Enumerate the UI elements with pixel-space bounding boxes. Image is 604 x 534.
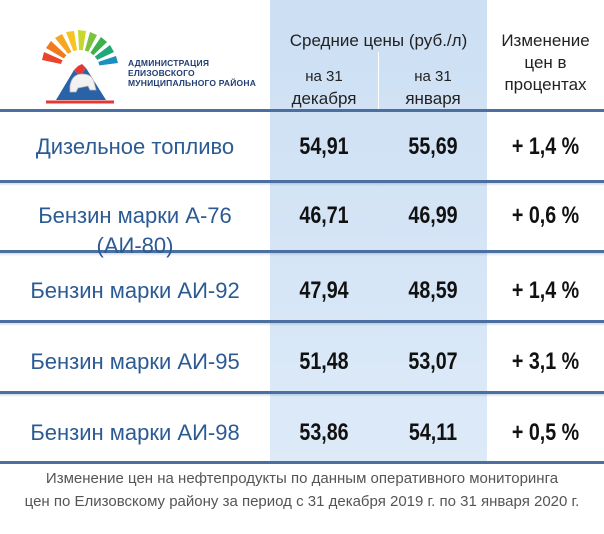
price-column-divider (378, 52, 379, 110)
date-jan-header: на 31 января (379, 66, 487, 110)
fuel-name-diesel: Дизельное топливо (35, 134, 235, 159)
price-dec: 54,91 (299, 133, 349, 160)
price-jan: 48,59 (408, 277, 458, 304)
footer-note-line1: Изменение цен на нефтепродукты по данным… (45, 470, 559, 487)
price-jan: 46,99 (408, 202, 458, 229)
row-divider-shadow (0, 323, 604, 326)
price-dec: 47,94 (299, 277, 349, 304)
date-jan-line1: на 31 (414, 68, 452, 85)
fuel-name-ai98: Бензин марки АИ-98 (30, 420, 240, 445)
fuel-name-ai92: Бензин марки АИ-92 (30, 278, 240, 303)
price-dec: 53,86 (299, 419, 349, 446)
logo-text-line3: МУНИЦИПАЛЬНОГО РАЙОНА (128, 78, 257, 88)
date-dec-header: на 31 декабря (270, 66, 378, 110)
price-jan: 54,11 (408, 419, 458, 446)
row-divider (0, 250, 604, 253)
change-header-line2: цен в (524, 53, 567, 72)
price-change: + 3,1 % (511, 348, 580, 375)
fuel-name-ai95: Бензин марки АИ-95 (30, 349, 240, 374)
row-divider (0, 109, 604, 112)
row-divider (0, 320, 604, 323)
date-dec-line1: на 31 (305, 68, 343, 85)
row-divider (0, 391, 604, 394)
price-jan: 55,69 (408, 133, 458, 160)
price-change: + 0,6 % (511, 202, 580, 229)
logo-text-line2: ЕЛИЗОВСКОГО (128, 68, 195, 78)
row-divider-shadow (0, 394, 604, 397)
logo-text-line1: АДМИНИСТРАЦИЯ (128, 58, 210, 68)
date-jan-line2: января (405, 89, 461, 108)
price-dec: 51,48 (299, 348, 349, 375)
footer-note-line2: цен по Елизовскому району за период с 31… (24, 493, 580, 510)
price-change: + 1,4 % (511, 277, 580, 304)
row-divider-shadow (0, 253, 604, 256)
row-divider-shadow (0, 183, 604, 186)
price-dec: 46,71 (299, 202, 349, 229)
avg-prices-header: Средние цены (руб./л) (289, 31, 468, 50)
fuel-name-a76: Бензин марки А-76 (АИ-80) (38, 203, 232, 258)
price-jan: 53,07 (408, 348, 458, 375)
logo-title: АДМИНИСТРАЦИЯ ЕЛИЗОВСКОГО МУНИЦИПАЛЬНОГО… (128, 58, 256, 88)
change-header: Изменение цен в процентах (487, 30, 604, 96)
row-divider (0, 180, 604, 183)
logo-emblem-icon (36, 30, 124, 106)
row-divider (0, 461, 604, 464)
date-dec-line2: декабря (291, 89, 357, 108)
price-change: + 0,5 % (511, 419, 580, 446)
price-change: + 1,4 % (511, 133, 580, 160)
change-header-line1: Изменение (501, 31, 590, 50)
change-header-line3: процентах (504, 75, 587, 94)
